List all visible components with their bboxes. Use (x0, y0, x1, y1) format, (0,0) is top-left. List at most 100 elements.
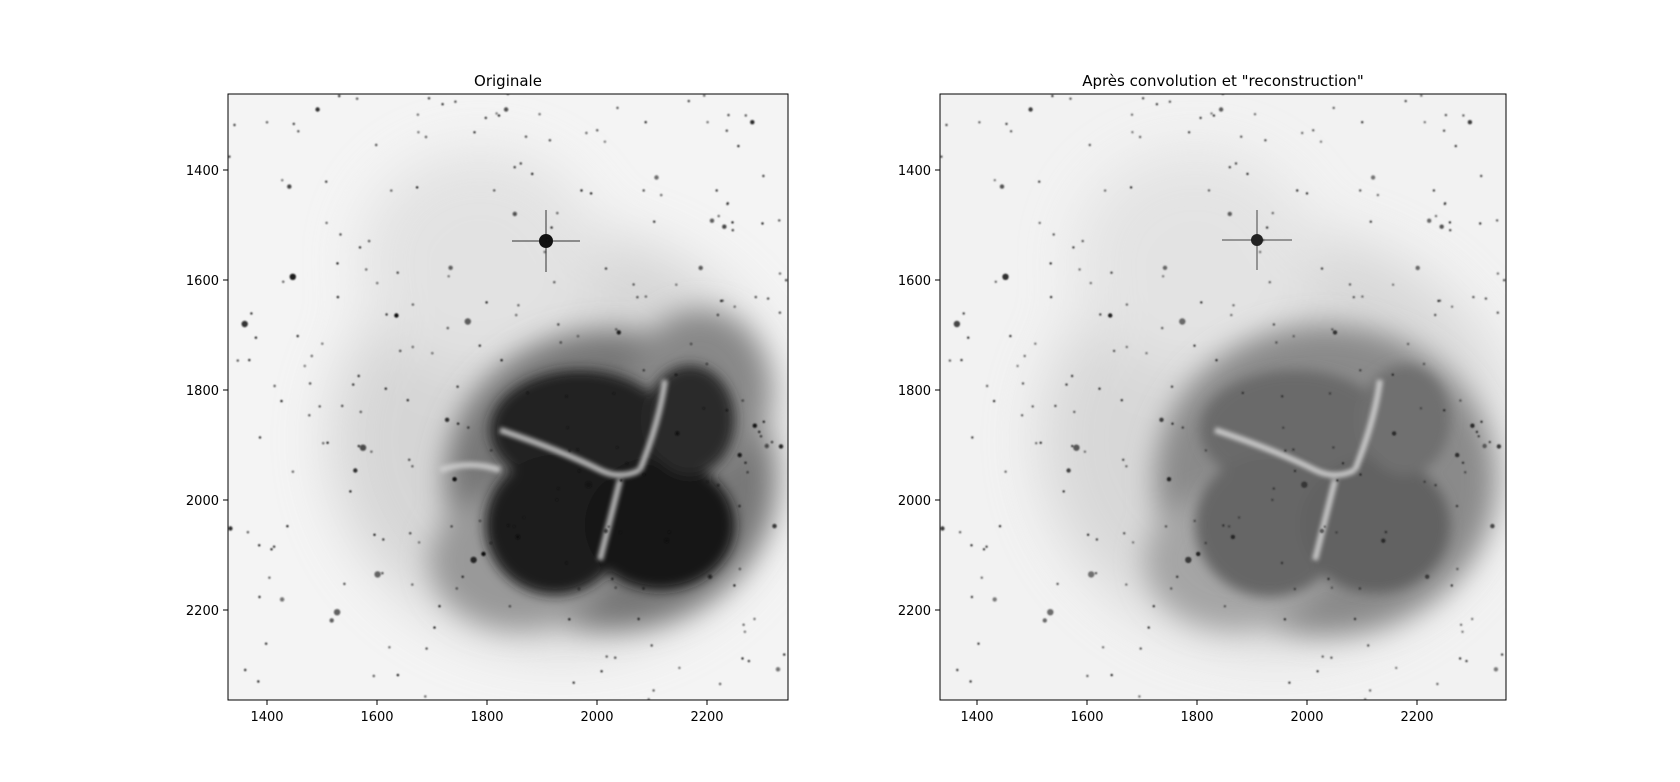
star (766, 297, 770, 300)
star (417, 131, 420, 134)
star (1496, 311, 1500, 314)
star (289, 273, 296, 280)
star (1320, 267, 1324, 270)
star (1358, 587, 1362, 590)
star (296, 334, 299, 338)
star (1125, 583, 1128, 586)
star (1164, 525, 1168, 528)
star (1253, 113, 1257, 116)
star (1437, 299, 1440, 303)
star (566, 426, 569, 429)
star (315, 107, 320, 112)
star (1138, 695, 1141, 698)
star (958, 531, 962, 534)
star (279, 597, 285, 602)
star (762, 420, 765, 423)
star (722, 224, 727, 229)
star (589, 192, 593, 195)
star (375, 143, 378, 147)
star (1073, 444, 1080, 451)
star (526, 391, 529, 395)
star (1023, 354, 1026, 358)
star (444, 417, 450, 422)
star (741, 657, 744, 660)
star (1353, 617, 1357, 621)
star (705, 362, 709, 366)
star (286, 525, 289, 528)
star (992, 597, 997, 602)
star (1496, 444, 1502, 449)
star (456, 385, 459, 388)
x-tick-label: 2000 (1290, 710, 1323, 725)
star (1450, 305, 1454, 308)
axes-frame (939, 93, 1507, 701)
star (1376, 193, 1380, 197)
panel-original: Originale (186, 72, 789, 725)
star (1145, 352, 1148, 355)
star (543, 250, 546, 254)
panel-reconstruction: Après convolution et "reconstruction" (898, 72, 1507, 725)
star (1425, 574, 1430, 579)
star (470, 556, 477, 564)
star (636, 296, 639, 299)
star (416, 113, 420, 116)
y-tick-label: 1800 (898, 384, 931, 399)
star (737, 144, 740, 148)
star (497, 114, 501, 117)
star (940, 155, 943, 158)
star (1232, 304, 1235, 307)
star (744, 114, 747, 117)
star (270, 548, 273, 551)
star (1348, 283, 1352, 286)
star (485, 301, 488, 304)
star (1210, 112, 1213, 115)
star (559, 341, 562, 344)
axis-ticks: 1400 1600 1800 2000 2200 1400 1600 1800 2000 2200 (186, 164, 724, 725)
star (352, 383, 355, 386)
star (772, 523, 777, 529)
star (653, 220, 656, 223)
star (717, 214, 720, 218)
star (417, 541, 421, 544)
star (1187, 131, 1191, 134)
star (308, 414, 311, 417)
star (1369, 220, 1373, 223)
star (473, 131, 476, 134)
star (376, 281, 379, 285)
star (1228, 166, 1232, 169)
star (1083, 450, 1087, 453)
star (778, 219, 781, 222)
star (1110, 271, 1113, 274)
star (615, 328, 618, 331)
star (524, 135, 528, 138)
star (1009, 130, 1013, 133)
star (1215, 359, 1218, 362)
star (1461, 630, 1464, 633)
star (948, 359, 952, 362)
star (1272, 487, 1276, 490)
star (424, 695, 427, 698)
star (1086, 674, 1089, 678)
star (291, 470, 295, 473)
y-tick-label: 2000 (186, 494, 219, 509)
star (381, 572, 384, 575)
star (507, 524, 510, 527)
x-tick-label: 2000 (580, 710, 613, 725)
star (427, 97, 431, 100)
star (1332, 446, 1335, 449)
star (358, 246, 362, 249)
star (281, 179, 284, 182)
star (519, 162, 522, 165)
star (357, 374, 360, 378)
star (1054, 404, 1057, 408)
star (1081, 239, 1084, 243)
star (355, 97, 359, 100)
star (580, 189, 583, 192)
star (555, 498, 559, 502)
star (1450, 584, 1454, 587)
x-tick-label: 1800 (470, 710, 503, 725)
star (1196, 551, 1201, 557)
x-tick-label: 1800 (1180, 710, 1213, 725)
y-tick-label: 1800 (186, 384, 219, 399)
star (1038, 221, 1041, 225)
